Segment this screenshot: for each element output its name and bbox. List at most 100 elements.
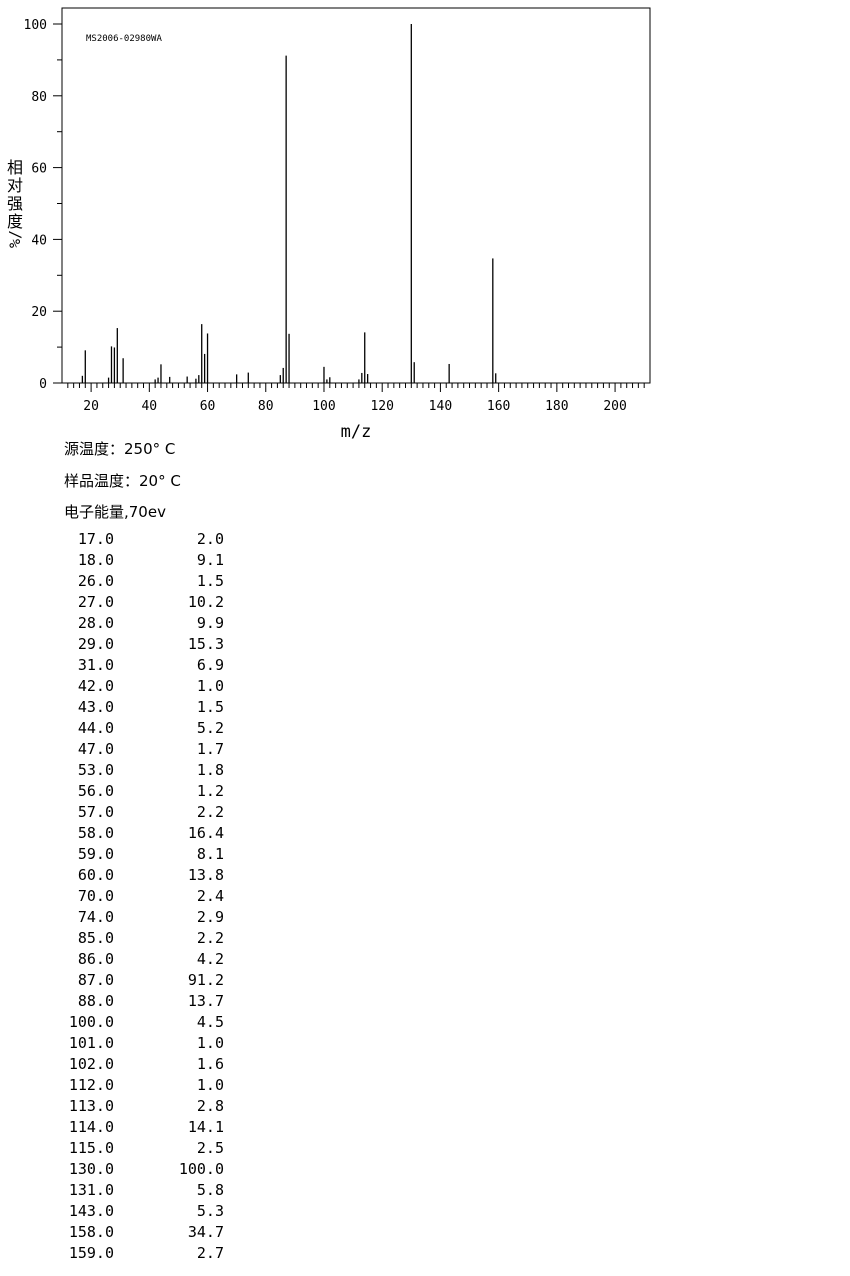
table-row: 47.0 1.7	[58, 739, 238, 760]
plot-frame	[61, 7, 651, 384]
mz-value: 115.0	[68, 1139, 114, 1157]
abundance-value: 2.8	[196, 1097, 224, 1115]
mass-spectrum-chart: 20 40 60 80 100 120 140 160 180 200 020406080100 …	[6, 7, 651, 442]
abundance-value: 5.2	[196, 719, 224, 737]
mz-value: 101.0	[68, 1034, 114, 1052]
abundance-value: 2.5	[196, 1139, 224, 1157]
abundance-value: 9.9	[196, 614, 224, 632]
abundance-value: 5.8	[196, 1181, 224, 1199]
mz-value: 102.0	[68, 1055, 114, 1073]
table-row: 44.0 5.2	[58, 718, 238, 739]
abundance-value: 91.2	[187, 971, 224, 989]
mz-value: 114.0	[68, 1118, 114, 1136]
table-row: 143.0 5.3	[58, 1201, 238, 1222]
table-row: 60.0 13.8	[58, 865, 238, 886]
abundance-value: 34.7	[187, 1223, 224, 1241]
mz-value: 87.0	[77, 971, 114, 989]
table-row: 53.0 1.8	[58, 760, 238, 781]
electron-energy: 电子能量,70ev	[64, 503, 166, 521]
table-row: 113.0 2.8	[58, 1096, 238, 1117]
table-row: 87.0 91.2	[58, 970, 238, 991]
abundance-value: 1.5	[196, 698, 224, 716]
mz-value: 18.0	[77, 551, 114, 569]
mz-value: 56.0	[77, 782, 114, 800]
mz-value: 85.0	[77, 929, 114, 947]
table-row: 100.0 4.5	[58, 1012, 238, 1033]
table-row: 131.0 5.8	[58, 1180, 238, 1201]
abundance-value: 1.6	[196, 1055, 224, 1073]
table-row: 42.0 1.0	[58, 676, 238, 697]
abundance-value: 2.7	[196, 1244, 224, 1262]
y-label-unit: %/	[6, 230, 24, 248]
abundance-value: 16.4	[187, 824, 224, 842]
table-row: 114.0 14.1	[58, 1117, 238, 1138]
x-tick-label: 160	[487, 399, 510, 414]
x-tick-label: 200	[603, 399, 626, 414]
abundance-value: 1.0	[196, 677, 224, 695]
x-tick-label: 180	[545, 399, 568, 414]
abundance-value: 14.1	[187, 1118, 224, 1136]
x-tick-label: 100	[312, 399, 335, 414]
y-tick-label: 60	[31, 162, 47, 177]
table-row: 101.0 1.0	[58, 1033, 238, 1054]
mz-value: 74.0	[77, 908, 114, 926]
table-row: 59.0 8.1	[58, 844, 238, 865]
x-tick-label: 120	[370, 399, 393, 414]
mz-value: 31.0	[77, 656, 114, 674]
mz-value: 58.0	[77, 824, 114, 842]
table-row: 85.0 2.2	[58, 928, 238, 949]
mz-value: 70.0	[77, 887, 114, 905]
sample-temperature: 样品温度：20° C	[64, 472, 181, 490]
abundance-value: 4.5	[196, 1013, 224, 1031]
table-row: 57.0 2.2	[58, 802, 238, 823]
table-row: 112.0 1.0	[58, 1075, 238, 1096]
table-row: 58.0 16.4	[58, 823, 238, 844]
mz-value: 143.0	[68, 1202, 114, 1220]
mz-value: 159.0	[68, 1244, 114, 1262]
mz-value: 113.0	[68, 1097, 114, 1115]
table-row: 17.0 2.0	[58, 529, 238, 550]
spectrum-id-annotation: MS2006-02980WA	[86, 34, 162, 44]
source-temperature: 源温度：250° C	[64, 440, 176, 458]
mz-value: 43.0	[77, 698, 114, 716]
x-axis: 20 40 60 80 100 120 140 160 180 200	[67, 383, 645, 414]
y-axis: 0 20 40 60 80 100	[24, 18, 62, 392]
x-tick-label: 60	[200, 399, 216, 414]
table-row: 43.0 1.5	[58, 697, 238, 718]
mz-value: 47.0	[77, 740, 114, 758]
abundance-value: 9.1	[196, 551, 224, 569]
x-tick-label: 80	[258, 399, 274, 414]
mz-value: 158.0	[68, 1223, 114, 1241]
mz-value: 59.0	[77, 845, 114, 863]
table-row: 158.0 34.7	[58, 1222, 238, 1243]
mz-value: 53.0	[77, 761, 114, 779]
abundance-value: 2.2	[196, 929, 224, 947]
abundance-value: 1.0	[196, 1034, 224, 1052]
y-label-char: 对	[7, 176, 23, 195]
mz-value: 88.0	[77, 992, 114, 1010]
mz-value: 112.0	[68, 1076, 114, 1094]
x-tick-label: 140	[429, 399, 452, 414]
mz-value: 26.0	[77, 572, 114, 590]
abundance-value: 8.1	[196, 845, 224, 863]
table-row: 74.0 2.9	[58, 907, 238, 928]
mz-value: 131.0	[68, 1181, 114, 1199]
table-row: 29.0 15.3	[58, 634, 238, 655]
x-tick-label: 20	[83, 399, 99, 414]
abundance-value: 2.0	[196, 530, 224, 548]
y-label-char: 度	[7, 212, 23, 231]
abundance-value: 13.7	[187, 992, 224, 1010]
abundance-value: 2.9	[196, 908, 224, 926]
abundance-value: 100.0	[178, 1160, 224, 1178]
y-label-char: 强	[7, 194, 23, 213]
table-row: 159.0 2.7	[58, 1243, 238, 1264]
abundance-value: 1.2	[196, 782, 224, 800]
mz-value: 100.0	[68, 1013, 114, 1031]
y-label-char: 相	[7, 158, 23, 177]
table-row: 18.0 9.1	[58, 550, 238, 571]
table-row: 56.0 1.2	[58, 781, 238, 802]
abundance-value: 4.2	[196, 950, 224, 968]
table-row: 86.0 4.2	[58, 949, 238, 970]
y-tick-label: 20	[31, 305, 47, 320]
